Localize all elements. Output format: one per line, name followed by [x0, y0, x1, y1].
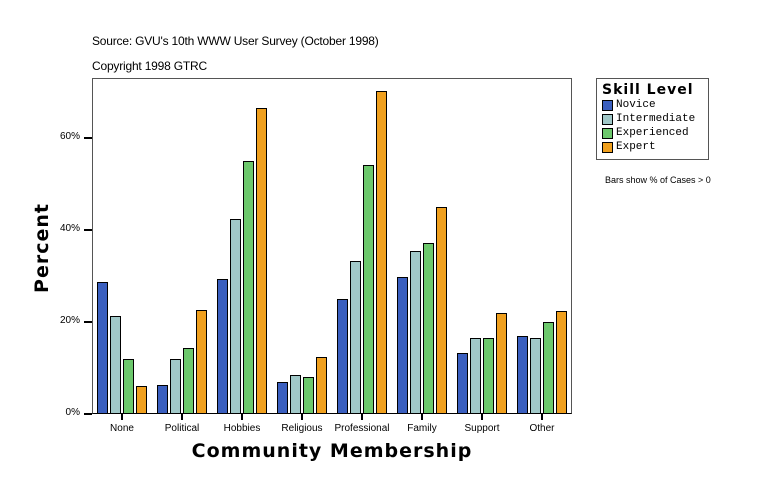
x-tick: [301, 414, 303, 420]
bar-expert-family: [436, 207, 447, 414]
legend: Skill Level Novice Intermediate Experience…: [596, 78, 709, 160]
legend-label: Intermediate: [616, 113, 696, 125]
chart-note: Bars show % of Cases > 0: [605, 175, 711, 185]
x-tick: [181, 414, 183, 420]
y-tick: [84, 321, 92, 323]
bar-expert-other: [556, 311, 567, 414]
bar-expert-religious: [316, 357, 327, 414]
legend-item: Intermediate: [602, 112, 703, 126]
y-axis-title: Percent: [31, 203, 53, 293]
bar-intermediate-professional: [350, 261, 361, 414]
legend-swatch: [602, 127, 613, 139]
bar-novice-none: [97, 282, 108, 414]
x-tick: [121, 414, 123, 420]
bar-novice-political: [157, 385, 168, 414]
bar-novice-other: [517, 336, 528, 414]
x-tick-label: Political: [164, 423, 200, 434]
bar-expert-professional: [376, 91, 387, 414]
bar-experienced-hobbies: [243, 161, 254, 414]
bar-intermediate-religious: [290, 375, 301, 414]
x-axis-title: Community Membership: [191, 440, 473, 462]
bar-expert-hobbies: [256, 108, 267, 414]
legend-item: Novice: [602, 98, 703, 112]
x-tick-label: None: [110, 423, 134, 434]
legend-swatch: [602, 113, 613, 125]
y-tick-label: 40%: [59, 223, 80, 234]
y-tick-label: 0%: [65, 407, 80, 418]
y-tick: [84, 229, 92, 231]
x-tick-label: Professional: [334, 423, 390, 434]
x-tick-label: Other: [529, 423, 555, 434]
bar-intermediate-political: [170, 359, 181, 414]
bar-experienced-none: [123, 359, 134, 414]
x-tick: [541, 414, 543, 420]
y-tick-label: 60%: [59, 131, 80, 142]
source-caption: Source: GVU's 10th WWW User Survey (Octo…: [92, 34, 379, 48]
bar-intermediate-none: [110, 316, 121, 414]
bar-novice-hobbies: [217, 279, 228, 414]
bar-intermediate-hobbies: [230, 219, 241, 414]
y-tick: [84, 413, 92, 415]
bar-intermediate-family: [410, 251, 421, 414]
bar-experienced-family: [423, 243, 434, 414]
legend-label: Novice: [616, 99, 656, 111]
legend-label: Expert: [616, 141, 656, 153]
bar-expert-political: [196, 310, 207, 414]
legend-swatch: [602, 99, 613, 111]
bar-novice-professional: [337, 299, 348, 414]
bar-experienced-professional: [363, 165, 374, 414]
plot-area: [92, 78, 572, 414]
x-tick-label: Support: [464, 423, 500, 434]
bar-experienced-political: [183, 348, 194, 414]
legend-title: Skill Level: [602, 82, 694, 98]
y-tick-label: 20%: [59, 315, 80, 326]
legend-swatch: [602, 141, 613, 153]
bar-intermediate-support: [470, 338, 481, 414]
legend-item: Experienced: [602, 126, 703, 140]
bar-novice-family: [397, 277, 408, 414]
x-tick: [421, 414, 423, 420]
bar-intermediate-other: [530, 338, 541, 414]
y-tick: [84, 137, 92, 139]
legend-label: Experienced: [616, 127, 689, 139]
bar-experienced-other: [543, 322, 554, 414]
bar-expert-support: [496, 313, 507, 414]
x-tick: [481, 414, 483, 420]
copyright-caption: Copyright 1998 GTRC: [92, 59, 207, 73]
bar-expert-none: [136, 386, 147, 414]
bar-novice-religious: [277, 382, 288, 414]
legend-item: Expert: [602, 140, 703, 154]
bar-experienced-religious: [303, 377, 314, 414]
x-tick: [241, 414, 243, 420]
bar-novice-support: [457, 353, 468, 414]
x-tick-label: Hobbies: [223, 423, 261, 434]
bar-experienced-support: [483, 338, 494, 414]
x-tick-label: Religious: [281, 423, 323, 434]
x-tick: [361, 414, 363, 420]
x-tick-label: Family: [407, 423, 437, 434]
